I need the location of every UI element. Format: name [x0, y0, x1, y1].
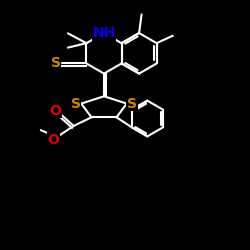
Text: S: S	[127, 96, 137, 110]
Text: NH: NH	[92, 26, 116, 40]
Text: S: S	[71, 96, 81, 110]
Text: O: O	[47, 133, 59, 147]
Text: O: O	[49, 104, 61, 118]
Text: S: S	[50, 56, 60, 70]
